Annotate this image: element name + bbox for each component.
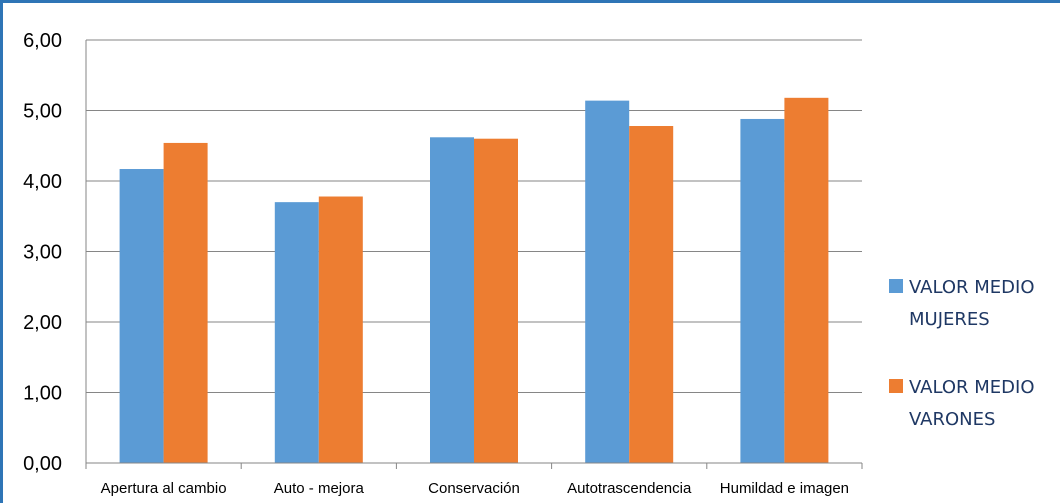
y-tick-label: 4,00 bbox=[23, 171, 62, 193]
bar-varones bbox=[629, 126, 674, 463]
x-tick-label: Apertura al cambio bbox=[101, 480, 227, 497]
y-tick-label: 6,00 bbox=[23, 30, 62, 52]
bar-mujeres bbox=[430, 137, 474, 464]
x-tick-labels: Apertura al cambio Auto - mejora Conservac… bbox=[101, 480, 849, 497]
x-tick-label: Humildad e imagen bbox=[720, 480, 849, 497]
y-tick-label: 0,00 bbox=[23, 453, 62, 475]
bar-mujeres bbox=[274, 202, 319, 463]
bar-varones bbox=[784, 97, 829, 463]
legend-label: VALOR MEDIO bbox=[909, 277, 1035, 298]
legend: VALOR MEDIO MUJERES VALOR MEDIO VARONES bbox=[889, 277, 1035, 430]
bar-mujeres bbox=[119, 169, 164, 463]
y-tick-label: 5,00 bbox=[23, 101, 62, 123]
y-tick-label: 1,00 bbox=[23, 383, 62, 405]
bar-varones bbox=[163, 142, 208, 463]
bar-mujeres bbox=[740, 118, 785, 464]
legend-label: MUJERES bbox=[909, 309, 990, 330]
y-tick-label: 3,00 bbox=[23, 242, 62, 264]
x-tick-label: Autotrascendencia bbox=[567, 480, 692, 497]
bar-varones bbox=[318, 196, 363, 463]
legend-label: VALOR MEDIO bbox=[909, 377, 1035, 398]
x-tick-label: Auto - mejora bbox=[274, 480, 365, 497]
x-tick-label: Conservación bbox=[428, 480, 520, 497]
legend-swatch bbox=[889, 379, 903, 393]
legend-label: VARONES bbox=[909, 409, 995, 430]
y-tick-label: 2,00 bbox=[23, 312, 62, 334]
axes bbox=[85, 40, 863, 469]
bar-varones bbox=[474, 138, 518, 463]
legend-swatch bbox=[889, 279, 903, 293]
y-tick-labels: 0,00 1,00 2,00 3,00 4,00 5,00 6,00 bbox=[23, 30, 62, 475]
bars bbox=[119, 97, 829, 464]
bar-mujeres bbox=[585, 100, 630, 463]
